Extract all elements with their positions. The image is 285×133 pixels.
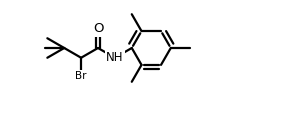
Text: O: O xyxy=(93,22,103,35)
Text: NH: NH xyxy=(106,51,124,64)
Text: Br: Br xyxy=(75,71,87,81)
